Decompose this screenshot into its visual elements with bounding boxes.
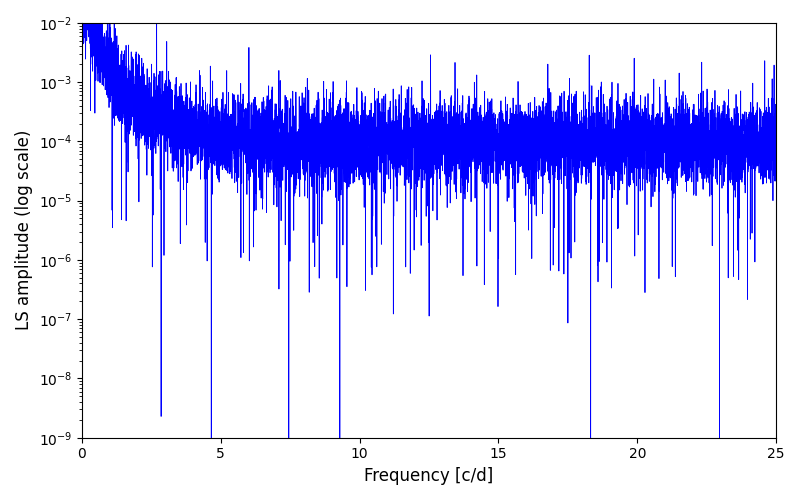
X-axis label: Frequency [c/d]: Frequency [c/d] [364,467,494,485]
Y-axis label: LS amplitude (log scale): LS amplitude (log scale) [15,130,33,330]
